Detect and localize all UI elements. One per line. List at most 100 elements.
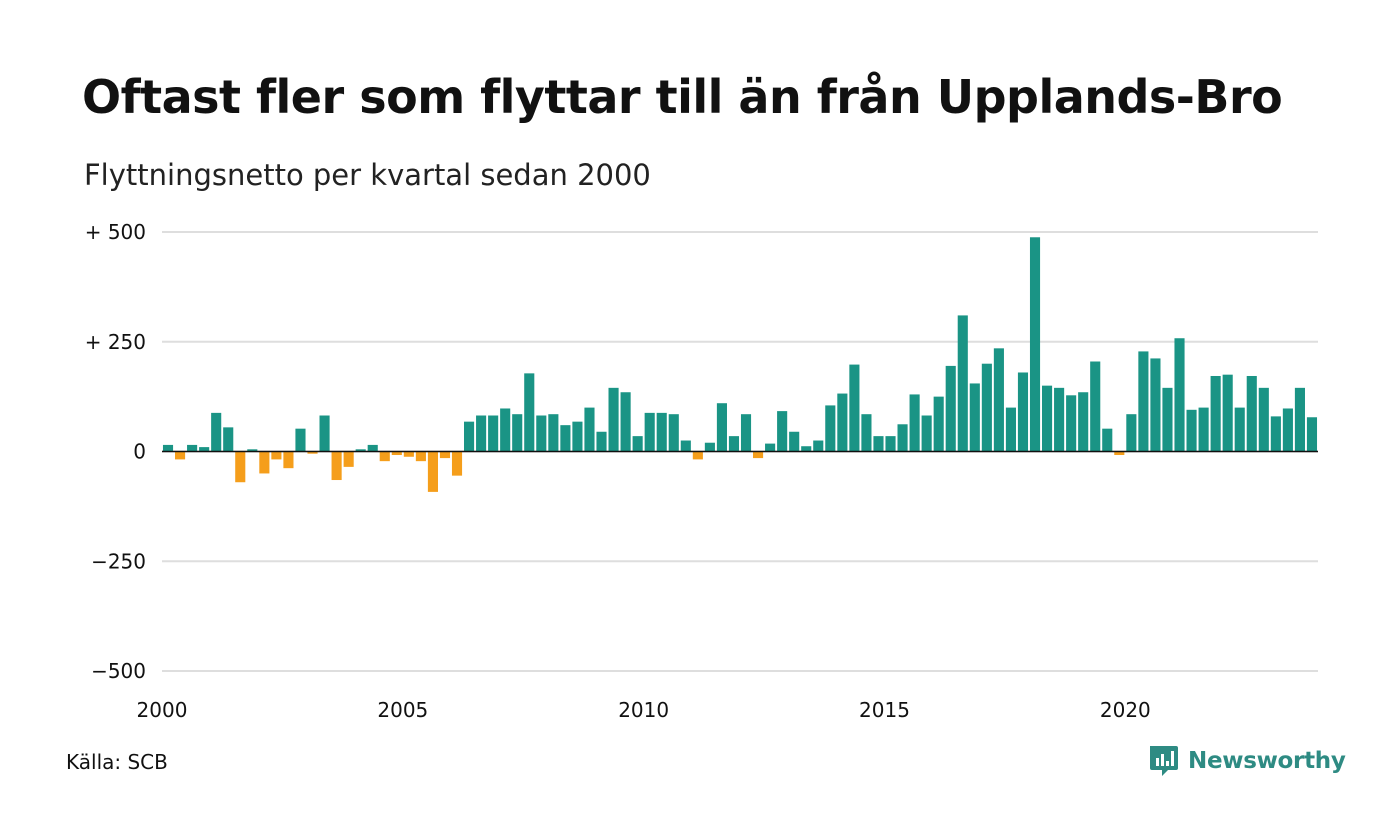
bar xyxy=(343,451,354,467)
x-axis-ticks: 2000 2005 2010 2015 2020 xyxy=(137,698,1151,722)
bar xyxy=(921,415,932,452)
bar xyxy=(969,383,980,452)
y-tick-label: + 500 xyxy=(85,220,146,244)
newsworthy-logo: Newsworthy xyxy=(1148,744,1346,778)
bar xyxy=(271,451,282,460)
bar xyxy=(789,431,800,452)
bar xyxy=(175,451,186,460)
bar xyxy=(379,451,390,462)
bar xyxy=(1017,372,1029,452)
bar xyxy=(692,451,703,460)
bar xyxy=(1029,237,1041,452)
bar xyxy=(837,393,848,452)
bar xyxy=(716,403,727,452)
bar xyxy=(367,444,378,452)
bar xyxy=(584,407,595,452)
bar xyxy=(632,436,643,452)
bar xyxy=(1005,407,1016,452)
bar xyxy=(765,443,776,452)
bar xyxy=(235,451,246,483)
bar xyxy=(548,414,559,452)
bar xyxy=(1150,358,1161,452)
bar xyxy=(728,436,740,452)
bar xyxy=(307,451,318,454)
bar xyxy=(801,446,812,452)
bar xyxy=(1126,414,1137,452)
bar xyxy=(680,440,691,452)
bar xyxy=(753,451,764,459)
bar xyxy=(1282,408,1293,452)
bar xyxy=(596,431,607,452)
brand-name: Newsworthy xyxy=(1188,748,1346,774)
bar xyxy=(1186,409,1197,452)
bar xyxy=(849,364,860,452)
bar xyxy=(644,412,655,452)
bar xyxy=(211,412,222,452)
bar xyxy=(536,415,547,452)
bar xyxy=(488,415,499,452)
bar xyxy=(1198,407,1209,452)
bar xyxy=(933,396,944,452)
source-label: Källa: SCB xyxy=(66,750,168,774)
x-tick-label: 2005 xyxy=(377,698,428,722)
bar xyxy=(1066,395,1077,452)
bar xyxy=(1258,387,1269,452)
x-tick-label: 2015 xyxy=(859,698,910,722)
y-tick-label: + 250 xyxy=(85,330,146,354)
bar xyxy=(319,415,330,452)
bar xyxy=(993,348,1004,452)
bar xyxy=(1102,428,1113,452)
bar xyxy=(608,387,619,452)
bar xyxy=(355,449,366,452)
bar xyxy=(620,392,631,452)
x-tick-label: 2020 xyxy=(1100,698,1151,722)
bar xyxy=(259,451,270,474)
bar xyxy=(391,451,402,456)
bars xyxy=(162,237,1318,492)
bar xyxy=(283,451,294,469)
bar xyxy=(512,414,523,452)
bar xyxy=(704,442,715,452)
bar xyxy=(1114,451,1125,456)
y-axis-ticks: + 500 + 250 0 −250 −500 xyxy=(85,220,146,683)
bar xyxy=(162,444,174,452)
bar xyxy=(524,373,535,452)
bar xyxy=(1090,361,1101,452)
bar xyxy=(187,444,198,452)
newsworthy-chart-icon xyxy=(1150,746,1178,776)
bar xyxy=(897,424,908,452)
bar xyxy=(945,365,956,452)
chart-title: Oftast fler som flyttar till än från Upp… xyxy=(82,70,1283,124)
bar xyxy=(909,394,920,452)
bar xyxy=(403,451,414,457)
bar xyxy=(740,414,752,452)
bar xyxy=(476,415,487,452)
bar xyxy=(825,405,836,452)
bar xyxy=(247,449,258,452)
bar xyxy=(560,425,571,452)
bar xyxy=(572,421,583,452)
bar xyxy=(656,412,667,452)
bar xyxy=(957,315,968,452)
bar xyxy=(1078,392,1089,452)
x-tick-label: 2000 xyxy=(137,698,188,722)
bar xyxy=(1270,416,1281,452)
bar xyxy=(873,436,884,452)
chart-subtitle: Flyttningsnetto per kvartal sedan 2000 xyxy=(84,158,651,192)
bar xyxy=(1210,375,1221,452)
bar xyxy=(439,451,451,459)
bar xyxy=(861,414,872,452)
bar xyxy=(1222,374,1233,452)
bar xyxy=(1294,387,1305,452)
bar xyxy=(813,440,824,452)
y-tick-label: −500 xyxy=(91,659,146,683)
bar xyxy=(1306,417,1318,452)
bar xyxy=(668,414,679,452)
bar xyxy=(223,427,234,452)
bar xyxy=(1162,387,1173,452)
bar xyxy=(331,451,342,481)
bar xyxy=(1042,385,1053,452)
bar xyxy=(885,436,896,452)
bar xyxy=(1246,375,1257,452)
